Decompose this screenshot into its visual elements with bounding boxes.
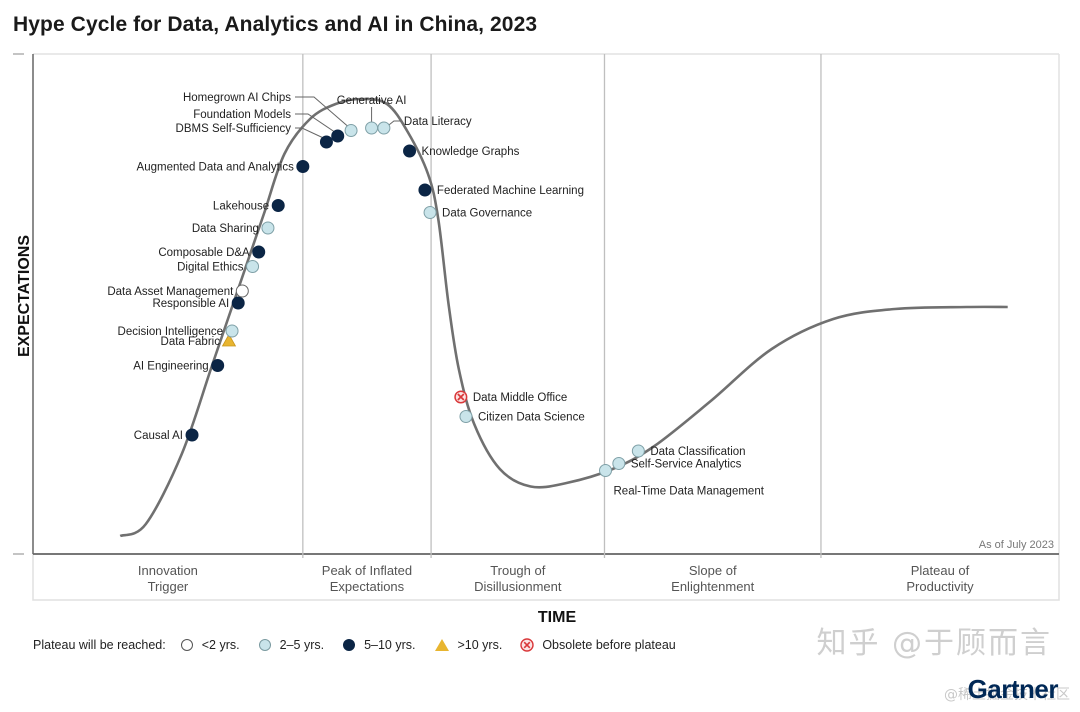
label-homegrown-ai-chips: Homegrown AI Chips bbox=[183, 92, 291, 104]
phase-label-line1: Trough of bbox=[490, 563, 546, 578]
label-generative-ai: Generative AI bbox=[337, 95, 407, 107]
label-data-governance: Data Governance bbox=[442, 208, 532, 220]
phase-label-line1: Slope of bbox=[689, 563, 737, 578]
phase-label-line1: Plateau of bbox=[911, 563, 970, 578]
triangle-icon bbox=[434, 639, 449, 651]
marker-ai-engineering[interactable] bbox=[211, 359, 225, 372]
label-data-middle-office: Data Middle Office bbox=[473, 392, 567, 404]
legend-item-gt10: >10 yrs. bbox=[434, 638, 502, 652]
label-knowledge-graphs: Knowledge Graphs bbox=[422, 146, 520, 158]
phase-label-line2: Productivity bbox=[906, 579, 974, 594]
label-real-time-data-management: Real-Time Data Management bbox=[614, 486, 765, 498]
technology-labels: Causal AI AI Engineering Data FabricDecisi… bbox=[107, 92, 764, 498]
x-axis-title: TIME bbox=[538, 609, 577, 626]
marker-dbms-self-sufficiency[interactable] bbox=[319, 135, 333, 149]
leader-homegrown-ai-chips bbox=[295, 96, 349, 127]
marker-generative-ai[interactable] bbox=[365, 121, 379, 135]
marker-data-sharing[interactable] bbox=[261, 221, 275, 235]
legend-item-lt2: <2 yrs. bbox=[180, 638, 240, 652]
dark-circle-icon bbox=[343, 639, 356, 651]
marker-data-asset-management[interactable] bbox=[235, 284, 249, 298]
marker-causal-ai[interactable] bbox=[185, 428, 199, 442]
watermark-juejin: @稀土掘金技术社区 bbox=[944, 687, 1070, 703]
label-ai-engineering: AI Engineering bbox=[133, 361, 208, 373]
marker-data-classification[interactable] bbox=[631, 444, 645, 458]
marker-responsible-ai[interactable] bbox=[231, 296, 245, 310]
marker-self-service-analytics[interactable] bbox=[612, 457, 626, 470]
open-circle-icon bbox=[180, 639, 193, 651]
label-decision-intelligence: Decision Intelligence bbox=[118, 326, 223, 338]
marker-composable-d-a[interactable] bbox=[252, 245, 266, 259]
marker-citizen-data-science[interactable] bbox=[459, 410, 473, 423]
legend-item-obsolete: Obsolete before plateau bbox=[520, 638, 676, 652]
label-data-literacy: Data Literacy bbox=[404, 116, 472, 128]
chart-title: Hype Cycle for Data, Analytics and AI in… bbox=[13, 13, 538, 36]
label-composable-d-a: Composable D&A bbox=[158, 247, 250, 259]
marker-data-literacy[interactable] bbox=[377, 121, 391, 135]
marker-federated-machine-learning[interactable] bbox=[418, 183, 432, 197]
marker-foundation-models[interactable] bbox=[331, 129, 345, 143]
legend: Plateau will be reached: <2 yrs. 2–5 yrs… bbox=[33, 638, 694, 652]
phase-label-line2: Disillusionment bbox=[474, 579, 562, 594]
label-augmented-data-and-analytics: Augmented Data and Analytics bbox=[137, 162, 295, 174]
label-responsible-ai: Responsible AI bbox=[152, 298, 229, 310]
watermark-zhihu: 知乎 @于顾而言 bbox=[816, 626, 1052, 661]
label-data-asset-management: Data Asset Management bbox=[107, 286, 234, 298]
plot-frame bbox=[13, 53, 1060, 601]
legend-item-5to10: 5–10 yrs. bbox=[342, 638, 416, 652]
phase-label-line2: Expectations bbox=[330, 579, 405, 594]
label-self-service-analytics: Self-Service Analytics bbox=[631, 459, 742, 471]
label-lakehouse: Lakehouse bbox=[213, 201, 269, 213]
phase-label-line2: Trigger bbox=[148, 579, 189, 594]
leader-data-literacy bbox=[388, 120, 401, 126]
marker-knowledge-graphs[interactable] bbox=[403, 144, 417, 158]
marker-x-data-middle-office bbox=[457, 393, 465, 401]
label-federated-machine-learning: Federated Machine Learning bbox=[437, 185, 584, 197]
label-causal-ai: Causal AI bbox=[134, 430, 183, 442]
obsolete-x-icon bbox=[520, 638, 535, 652]
label-citizen-data-science: Citizen Data Science bbox=[478, 412, 585, 424]
label-digital-ethics: Digital Ethics bbox=[177, 262, 244, 274]
marker-digital-ethics[interactable] bbox=[246, 260, 260, 273]
label-dbms-self-sufficiency: DBMS Self-Sufficiency bbox=[176, 123, 292, 135]
marker-real-time-data-management[interactable] bbox=[599, 464, 613, 477]
legend-item-2to5: 2–5 yrs. bbox=[258, 638, 324, 652]
label-leaders bbox=[295, 96, 401, 139]
marker-data-fabric[interactable] bbox=[221, 333, 237, 347]
phase-band bbox=[32, 553, 1060, 601]
technology-markers bbox=[185, 121, 645, 477]
marker-homegrown-ai-chips[interactable] bbox=[344, 124, 358, 137]
marker-augmented-data-and-analytics[interactable] bbox=[296, 160, 310, 173]
label-data-fabric: Data Fabric bbox=[161, 336, 221, 348]
label-foundation-models: Foundation Models bbox=[193, 109, 291, 121]
leader-dbms-self-sufficiency bbox=[295, 127, 324, 139]
leader-foundation-models bbox=[295, 113, 336, 133]
label-data-sharing: Data Sharing bbox=[192, 223, 259, 235]
label-data-classification: Data Classification bbox=[650, 446, 745, 458]
phase-label-line2: Enlightenment bbox=[671, 579, 754, 594]
gartner-logo: Gartner bbox=[967, 674, 1059, 704]
phase-label-line1: Peak of Inflated bbox=[322, 563, 412, 578]
legend-title: Plateau will be reached: bbox=[33, 638, 166, 652]
as-of-note: As of July 2023 bbox=[979, 539, 1054, 551]
marker-lakehouse[interactable] bbox=[271, 199, 285, 212]
y-axis-title: EXPECTATIONS bbox=[16, 235, 33, 357]
marker-data-governance[interactable] bbox=[423, 206, 437, 219]
marker-decision-intelligence[interactable] bbox=[225, 324, 239, 338]
light-circle-icon bbox=[258, 639, 271, 651]
phase-label-line1: Innovation bbox=[138, 563, 198, 578]
